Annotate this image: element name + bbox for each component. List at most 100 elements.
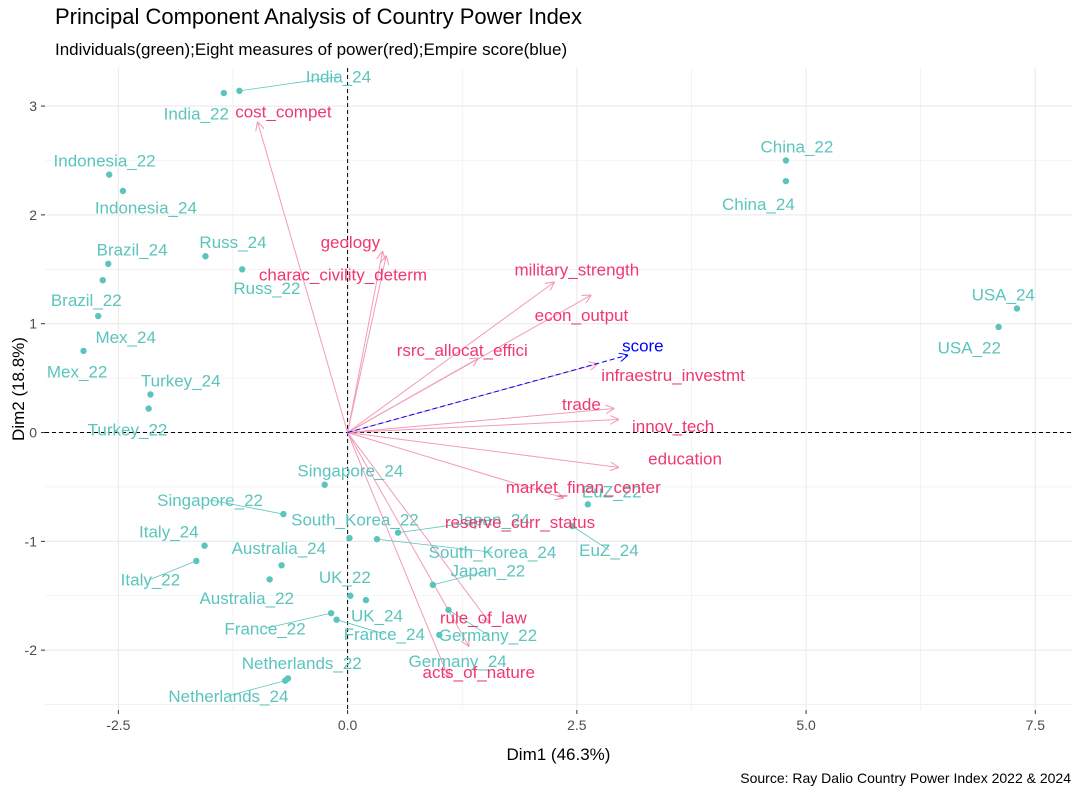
variable-arrow [347, 432, 619, 468]
individual-point [1013, 305, 1021, 312]
label-connector [228, 680, 286, 697]
individual-point [333, 616, 340, 623]
label-connector [432, 570, 488, 586]
individual-label: Australia_24 [232, 539, 327, 558]
individual-point [278, 562, 285, 569]
variable-arrow [347, 432, 490, 623]
variable-arrow [347, 282, 554, 433]
label-connector [397, 519, 493, 534]
individual-label: Brazil_22 [51, 291, 122, 310]
x-tick-label: 2.5 [567, 717, 587, 733]
individual-label: Indonesia_24 [95, 198, 197, 217]
variable-label: charac_civility_determ [259, 266, 427, 285]
y-tick-label: -1 [25, 533, 38, 549]
individual-label: Turkey_22 [88, 420, 168, 439]
individual-label: EuZ_22 [582, 482, 642, 501]
label-connector [239, 76, 339, 92]
individual-point [995, 323, 1002, 331]
individual-point [782, 177, 790, 185]
x-tick-label: 7.5 [1026, 717, 1046, 733]
variable-label: innov_tech [632, 417, 714, 436]
individual-label: Singapore_22 [157, 491, 263, 510]
individual-label: EuZ_24 [579, 541, 639, 560]
variable-label: reserve_curr_status [445, 513, 595, 532]
individual-point [569, 522, 576, 530]
individual-label: China_24 [722, 195, 795, 214]
individual-point [346, 534, 353, 542]
individual-label: South_Korea_22 [291, 511, 419, 530]
individual-point [362, 596, 370, 604]
label-connector [376, 538, 493, 553]
variable-arrow [347, 256, 387, 433]
individual-point [105, 260, 112, 268]
individual-label: Germany_24 [408, 652, 506, 671]
label-connector [572, 525, 610, 551]
variable-label: trade [562, 395, 601, 414]
individual-label: Brazil_24 [97, 241, 168, 260]
individual-point [429, 581, 437, 589]
x-tick-label: 0.0 [338, 717, 358, 733]
individual-points [80, 76, 1021, 697]
individual-point [347, 592, 354, 599]
individual-point [201, 542, 208, 549]
individual-point [280, 510, 287, 518]
individual-label: South_Korea_24 [429, 543, 557, 562]
individual-label: China_22 [761, 137, 834, 156]
variable-label: rsrc_allocat_effici [397, 341, 528, 360]
x-tick-label: 5.0 [796, 717, 816, 733]
individual-label: Japan_22 [451, 562, 526, 581]
variable-arrows [258, 122, 628, 677]
variable-arrow [347, 252, 383, 433]
individual-point [94, 312, 102, 320]
variable-label: military_strength [514, 260, 639, 279]
chart-subtitle: Individuals(green);Eight measures of pow… [55, 40, 568, 59]
tick-labels: -2.5 0.0 2.5 5.0 7.5 -2 -1 0 1 2 3 [25, 98, 1046, 733]
individual-label: Italy_22 [121, 570, 181, 589]
y-tick-label: 3 [29, 98, 37, 114]
individual-point [782, 157, 790, 164]
variable-label: geology [321, 233, 381, 252]
variable-arrow [347, 419, 619, 434]
label-connector [448, 609, 489, 636]
point-labels: India_24 India_22 Indonesia_22 Indonesia_24… [47, 68, 1035, 706]
label-connector [209, 499, 284, 515]
individual-label: India_24 [306, 68, 371, 87]
individual-label: Turkey_24 [141, 371, 221, 390]
individual-label: USA_24 [972, 285, 1035, 304]
y-tick-label: 1 [29, 316, 37, 332]
individual-point [266, 576, 273, 583]
label-connector [336, 619, 385, 635]
x-tick-label: -2.5 [106, 717, 130, 733]
individual-point [193, 557, 200, 565]
individual-point [202, 253, 209, 260]
individual-point [445, 606, 452, 614]
individual-point [145, 405, 152, 412]
variable-label: market_finan_center [506, 478, 661, 497]
individual-point [220, 89, 228, 97]
variable-label: cost_compet [235, 103, 332, 122]
individual-point [236, 87, 243, 95]
individual-point [105, 171, 113, 178]
variable-arrow [347, 432, 563, 498]
y-tick-label: 0 [29, 425, 37, 441]
individual-label: Singapore_24 [297, 462, 403, 481]
axes [45, 68, 1072, 710]
individual-point [238, 266, 246, 273]
individual-label: Japan_24 [455, 511, 530, 530]
individual-label: USA_22 [938, 339, 1001, 358]
variable-arrow [347, 359, 478, 433]
variable-label: infraestru_investmt [601, 366, 745, 385]
variable-label: education [648, 450, 722, 469]
individual-point [119, 187, 127, 195]
chart-title: Principal Component Analysis of Country … [55, 4, 583, 29]
individual-label: India_22 [164, 105, 229, 124]
grid-lines [45, 68, 1072, 710]
chart-caption: Source: Ray Dalio Country Power Index 20… [740, 770, 1071, 786]
score-arrow [347, 355, 628, 434]
individual-point [436, 631, 443, 639]
individual-label: France_24 [344, 625, 425, 644]
label-connector [264, 612, 332, 629]
individual-point [584, 501, 592, 508]
individual-point [394, 529, 402, 536]
